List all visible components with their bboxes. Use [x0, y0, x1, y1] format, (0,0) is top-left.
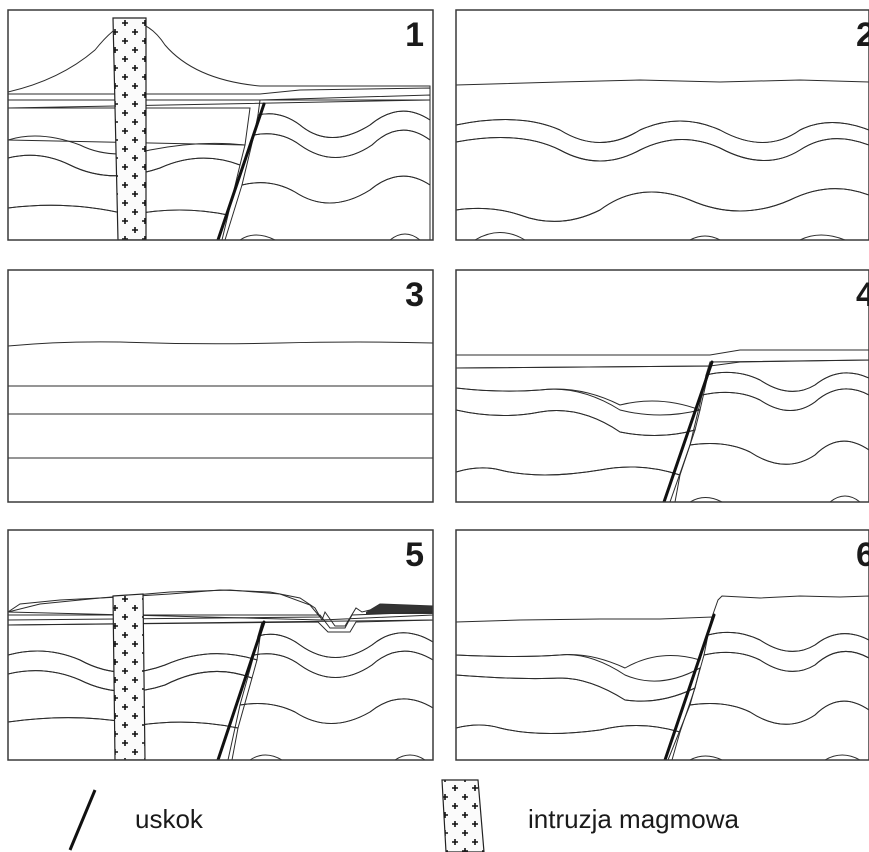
- fault-symbol: [68, 789, 97, 851]
- panel-number-3: 3: [405, 276, 424, 314]
- unconformity-layer: [8, 611, 433, 633]
- magma-intrusion: [112, 593, 146, 760]
- panel-number-4: 4: [856, 276, 869, 314]
- legend-fault-label: uskok: [135, 804, 204, 834]
- fault-line: [663, 613, 716, 760]
- legend-fault: uskok: [68, 789, 204, 851]
- panel-number-5: 5: [405, 536, 424, 574]
- panel-4: [456, 270, 869, 502]
- panel-2: [456, 10, 869, 240]
- panel-5: [8, 530, 433, 760]
- unconformity-layer: [8, 87, 431, 109]
- panel-number-2: 2: [856, 16, 869, 54]
- fault-line: [216, 620, 266, 760]
- panel-3: [8, 270, 433, 502]
- panel-1: [8, 10, 433, 240]
- fault-line: [216, 102, 266, 240]
- legend-intrusion-label: intruzja magmowa: [528, 804, 740, 834]
- legend: uskok intruzja magmowa: [68, 779, 740, 852]
- panel-number-6: 6: [856, 536, 869, 574]
- intrusion-symbol: [441, 779, 485, 852]
- panel-6: [456, 530, 869, 760]
- panel-number-1: 1: [405, 16, 424, 54]
- magma-intrusion: [112, 17, 147, 240]
- legend-intrusion: intruzja magmowa: [441, 779, 740, 852]
- fault-line: [662, 360, 714, 502]
